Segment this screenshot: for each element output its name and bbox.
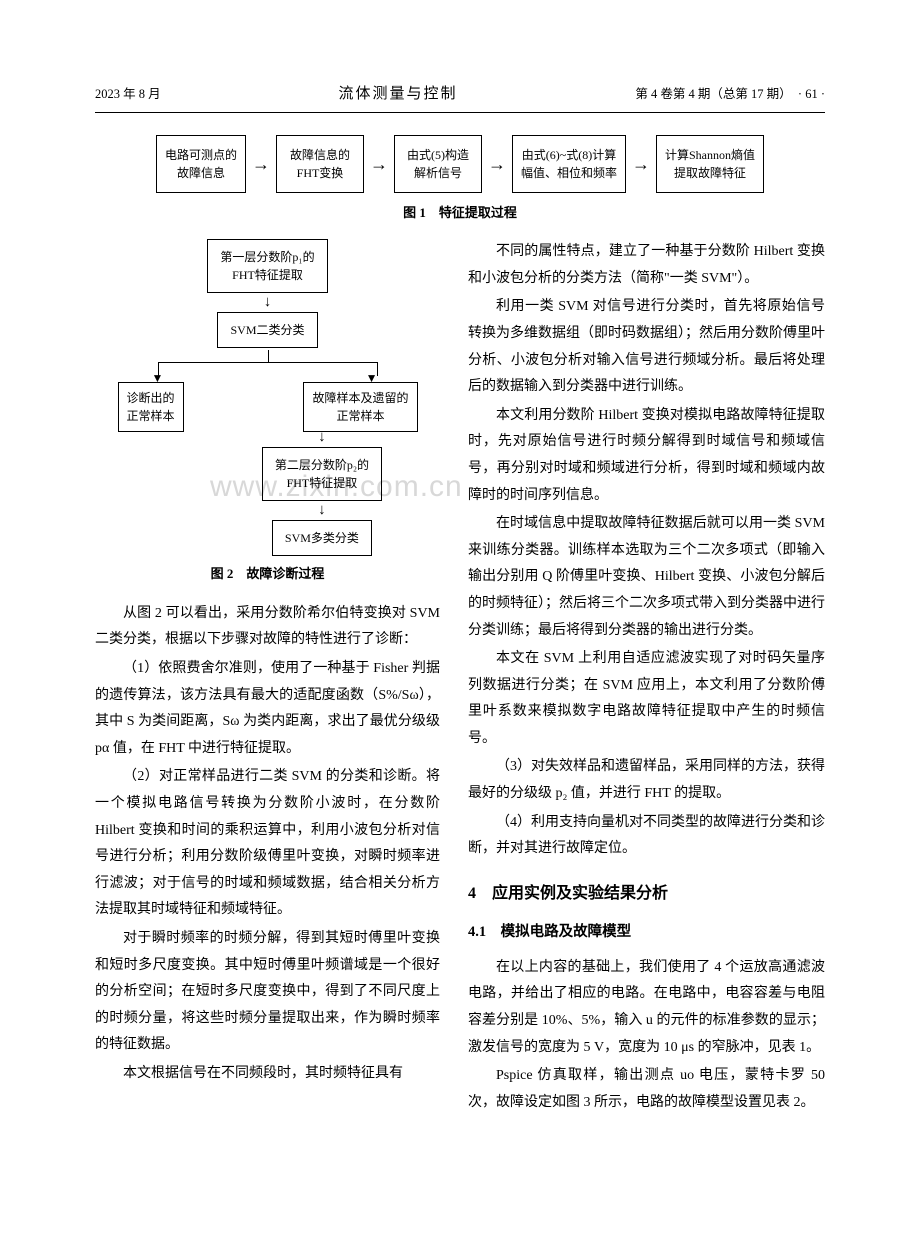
left-p5: 本文根据信号在不同频段时，其时频特征具有 — [95, 1061, 440, 1088]
figure-1-caption: 图 1 特征提取过程 — [95, 201, 825, 226]
fig1-box-3: 由式(5)构造解析信号 — [394, 135, 482, 193]
two-column-layout: 第一层分数阶p₁的FHT特征提取 ↓ SVM二类分类 ▼ ▼ 诊断出的正常样本 … — [95, 239, 825, 1118]
arrow-right-icon: → — [370, 155, 388, 173]
fig2-box-normal: 诊断出的正常样本 — [118, 382, 184, 432]
header-date: 2023 年 8 月 — [95, 83, 161, 107]
arrow-right-icon: → — [488, 155, 506, 173]
figure-2-flowchart: 第一层分数阶p₁的FHT特征提取 ↓ SVM二类分类 ▼ ▼ 诊断出的正常样本 … — [95, 239, 440, 556]
left-p4: 对于瞬时频率的时频分解，得到其短时傅里叶变换和短时多尺度变换。其中短时傅里叶频谱… — [95, 926, 440, 1059]
right-p7: （4）利用支持向量机对不同类型的故障进行分类和诊断，并对其进行故障定位。 — [468, 810, 825, 863]
fig1-box-1: 电路可测点的故障信息 — [156, 135, 246, 193]
fig2-box-layer1: 第一层分数阶p₁的FHT特征提取 — [207, 239, 327, 293]
right-p3: 本文利用分数阶 Hilbert 变换对模拟电路故障特征提取时，先对原始信号进行时… — [468, 403, 825, 509]
right-p1: 不同的属性特点，建立了一种基于分数阶 Hilbert 变换和小波包分析的分类方法… — [468, 239, 825, 292]
figure-1-flowchart: 电路可测点的故障信息 → 故障信息的FHT变换 → 由式(5)构造解析信号 → … — [95, 135, 825, 193]
right-p6: （3）对失效样品和遗留样品，采用同样的方法，获得最好的分级级 p₂ 值，并进行 … — [468, 754, 825, 807]
left-column: 第一层分数阶p₁的FHT特征提取 ↓ SVM二类分类 ▼ ▼ 诊断出的正常样本 … — [95, 239, 440, 1118]
right-p4: 在时域信息中提取故障特征数据后就可以用一类 SVM 来训练分类器。训练样本选取为… — [468, 511, 825, 644]
page-header: 2023 年 8 月 流体测量与控制 第 4 卷第 4 期（总第 17 期） ·… — [95, 80, 825, 113]
section-4-heading: 4 应用实例及实验结果分析 — [468, 879, 825, 909]
left-p1: 从图 2 可以看出，采用分数阶希尔伯特变换对 SVM 二类分类，根据以下步骤对故… — [95, 601, 440, 654]
fig2-branch: ▼ ▼ 诊断出的正常样本 故障样本及遗留的正常样本 — [118, 350, 418, 428]
fig1-box-5: 计算Shannon熵值提取故障特征 — [656, 135, 764, 193]
fig2-box-fault: 故障样本及遗留的正常样本 — [303, 382, 417, 432]
arrow-down-icon: ↓ — [318, 503, 326, 518]
arrow-right-icon: → — [632, 155, 650, 173]
section-4-1-heading: 4.1 模拟电路及故障模型 — [468, 919, 825, 947]
right-column: 不同的属性特点，建立了一种基于分数阶 Hilbert 变换和小波包分析的分类方法… — [468, 239, 825, 1118]
left-p3: （2）对正常样品进行二类 SVM 的分类和诊断。将一个模拟电路信号转换为分数阶小… — [95, 764, 440, 924]
right-p9: Pspice 仿真取样，输出测点 uo 电压，蒙特卡罗 50 次，故障设定如图 … — [468, 1063, 825, 1116]
right-p2: 利用一类 SVM 对信号进行分类时，首先将原始信号转换为多维数据组（即时码数据组… — [468, 294, 825, 400]
fig1-box-4: 由式(6)~式(8)计算幅值、相位和频率 — [512, 135, 626, 193]
fig2-box-svm2: SVM二类分类 — [217, 312, 317, 348]
right-p5: 本文在 SVM 上利用自适应滤波实现了对时码矢量序列数据进行分类；在 SVM 应… — [468, 646, 825, 752]
arrow-down-icon: ↓ — [318, 430, 326, 445]
arrow-right-icon: → — [252, 155, 270, 173]
figure-2-caption: 图 2 故障诊断过程 — [95, 562, 440, 587]
arrow-down-icon: ↓ — [264, 295, 272, 310]
fig2-box-layer2: 第二层分数阶p₂的FHT特征提取 — [262, 447, 382, 501]
header-issue: 第 4 卷第 4 期（总第 17 期） · 61 · — [635, 83, 825, 107]
fig2-box-svm-multi: SVM多类分类 — [272, 520, 372, 556]
right-p8: 在以上内容的基础上，我们使用了 4 个运放高通滤波电路，并给出了相应的电路。在电… — [468, 955, 825, 1061]
header-journal: 流体测量与控制 — [339, 80, 458, 109]
fig1-box-2: 故障信息的FHT变换 — [276, 135, 364, 193]
left-p2: （1）依照费舍尔准则，使用了一种基于 Fisher 判据的遗传算法，该方法具有最… — [95, 656, 440, 762]
